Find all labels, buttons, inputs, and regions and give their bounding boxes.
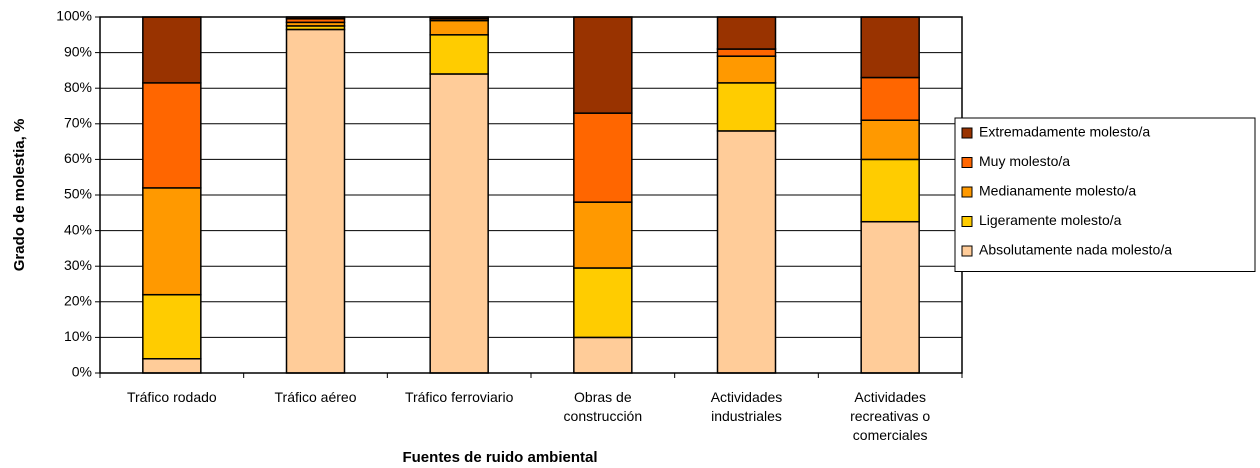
x-tick-label: Tráfico rodado [126,389,217,405]
bar-segment [860,119,920,161]
x-tick-label: Actividades recreativas o comerciales [850,389,931,443]
y-tick-label: 100% [56,8,92,24]
x-tick-label: Actividades industriales [710,389,783,424]
legend-swatch [961,127,973,139]
bar-segment [860,158,920,223]
bar-segment [142,16,202,84]
bar-segment [716,16,777,50]
x-tick-label: Tráfico aéreo [274,389,357,405]
legend-label: Medianamente molesto/a [979,183,1136,199]
bar-segment [573,267,633,339]
bar-segment [285,28,346,374]
legend-swatch [961,157,973,168]
x-tick-label: Obras de construcción [563,389,643,424]
bar-segment [142,358,202,374]
bar-segment [429,34,489,75]
legend-swatch [961,186,973,198]
y-tick-label: 40% [64,221,92,237]
y-tick-label: 20% [64,293,92,309]
bar-segment [573,16,633,114]
y-tick-label: 80% [64,79,92,95]
x-axis-title: Fuentes de ruido ambiental [402,449,597,466]
bar-segment [142,293,202,360]
bar-segment [142,82,202,189]
bar-segment [716,82,777,132]
y-tick-label: 60% [64,150,92,166]
bar-segment [573,336,633,374]
y-tick-label: 50% [64,186,92,202]
legend-swatch [961,216,973,227]
legend-label: Ligeramente molesto/a [979,212,1122,228]
x-tick-label: Tráfico ferroviario [404,389,514,405]
bar-segment [573,201,633,269]
y-tick-label: 30% [64,257,92,273]
y-tick-label: 0% [72,364,92,380]
y-tick-label: 70% [64,115,92,131]
bar-segment [716,48,777,57]
y-tick-label: 10% [64,328,92,344]
bar-segment [860,76,920,121]
legend-label: Muy molesto/a [979,153,1070,169]
bar-segment [429,19,489,36]
y-axis-title: Grado de molestia, % [11,119,28,272]
y-tick-label: 90% [64,43,92,59]
legend-label: Extremadamente molesto/a [979,124,1150,140]
bar-segment [860,220,920,374]
legend-label: Absolutamente nada molesto/a [979,242,1172,258]
legend-box [954,117,1256,272]
bar-segment [860,16,920,79]
bar-segment [716,130,777,374]
bar-segment [142,187,202,296]
legend-swatch [961,245,973,257]
bar-segment [573,112,633,203]
bar-segment [716,55,777,84]
bar-segment [429,73,489,374]
